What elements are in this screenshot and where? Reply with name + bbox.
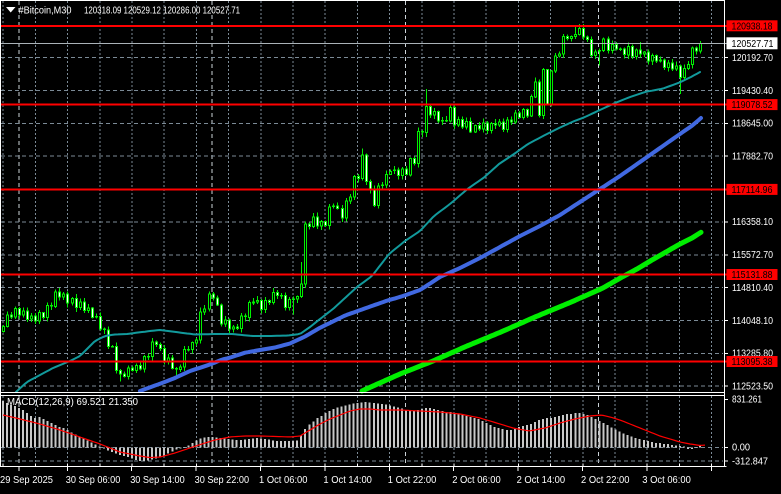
svg-text:1 Oct 22:00: 1 Oct 22:00	[388, 475, 437, 486]
svg-text:0.00: 0.00	[732, 443, 750, 454]
svg-text:120318.09 120529.12 120286.00: 120318.09 120529.12 120286.00 120527.71	[84, 6, 240, 17]
svg-text:MACD(12,26,9) 69.521 21.350: MACD(12,26,9) 69.521 21.350	[7, 397, 138, 408]
svg-text:120938.18: 120938.18	[732, 21, 773, 32]
svg-text:#Bitcoin,M30: #Bitcoin,M30	[19, 6, 72, 17]
svg-text:119430.40: 119430.40	[732, 86, 773, 97]
svg-text:2 Oct 06:00: 2 Oct 06:00	[452, 475, 501, 486]
svg-text:831.261: 831.261	[732, 395, 762, 406]
svg-text:117882.70: 117882.70	[732, 152, 773, 163]
svg-text:3 Oct 06:00: 3 Oct 06:00	[642, 475, 691, 486]
svg-text:120192.70: 120192.70	[732, 53, 773, 64]
svg-text:119078.52: 119078.52	[732, 100, 773, 111]
svg-text:116358.10: 116358.10	[732, 217, 773, 228]
svg-text:2 Oct 22:00: 2 Oct 22:00	[581, 475, 630, 486]
svg-text:-312.847: -312.847	[732, 457, 768, 468]
svg-text:30 Sep 22:00: 30 Sep 22:00	[195, 475, 250, 486]
svg-text:113095.38: 113095.38	[732, 357, 773, 368]
svg-text:30 Sep 06:00: 30 Sep 06:00	[66, 475, 121, 486]
svg-text:114048.10: 114048.10	[732, 316, 773, 327]
svg-text:115131.88: 115131.88	[732, 270, 773, 281]
svg-text:1 Oct 06:00: 1 Oct 06:00	[259, 475, 308, 486]
svg-text:1 Oct 14:00: 1 Oct 14:00	[323, 475, 372, 486]
svg-text:29 Sep 2025: 29 Sep 2025	[0, 475, 53, 486]
svg-text:113285.80: 113285.80	[732, 349, 773, 360]
svg-text:117114.96: 117114.96	[732, 185, 773, 196]
svg-text:115572.70: 115572.70	[732, 250, 773, 261]
svg-text:120527.71: 120527.71	[732, 39, 774, 50]
svg-text:118645.00: 118645.00	[732, 119, 773, 130]
svg-text:112523.50: 112523.50	[732, 382, 773, 393]
svg-text:30 Sep 14:00: 30 Sep 14:00	[130, 475, 185, 486]
svg-text:2 Oct 14:00: 2 Oct 14:00	[517, 475, 566, 486]
svg-text:114810.40: 114810.40	[732, 283, 773, 294]
